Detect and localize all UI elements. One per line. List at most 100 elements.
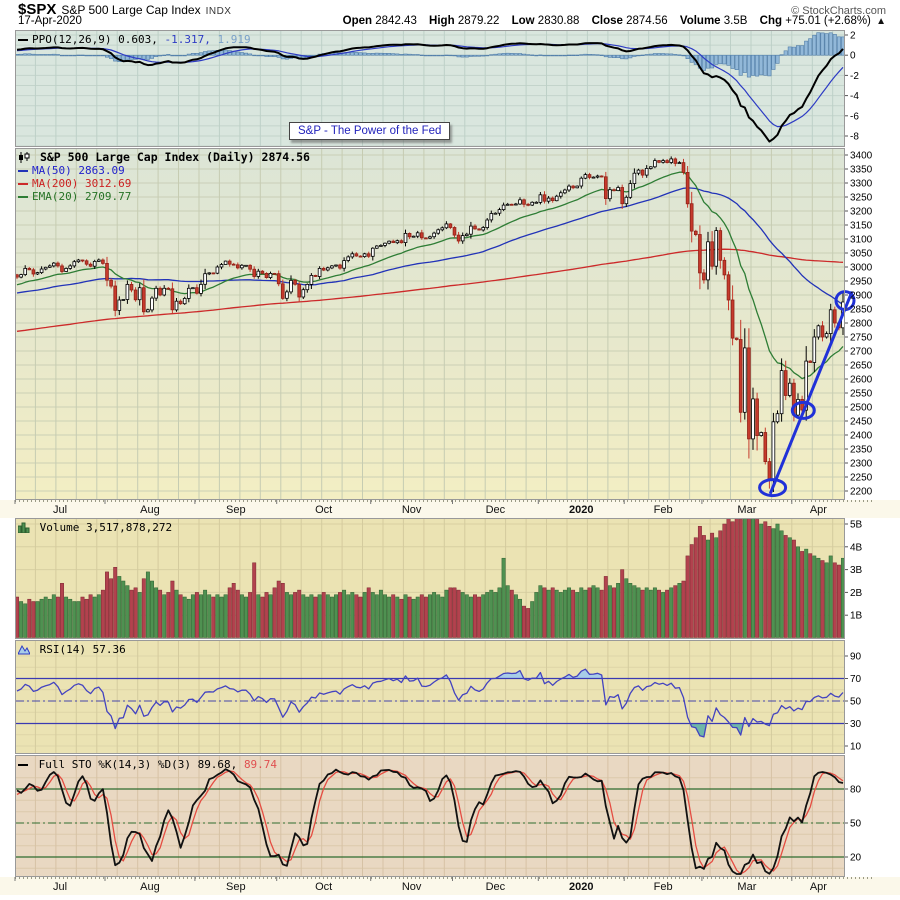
svg-text:3150: 3150 bbox=[850, 221, 873, 232]
open-label: Open bbox=[342, 15, 373, 27]
volume-legend-label: Volume 3,517,878,272 bbox=[39, 521, 173, 534]
svg-text:10: 10 bbox=[850, 742, 862, 753]
svg-text:0: 0 bbox=[850, 51, 856, 62]
svg-text:Feb: Feb bbox=[654, 881, 673, 893]
ema20-swatch-icon bbox=[18, 196, 28, 198]
svg-text:3000: 3000 bbox=[850, 263, 873, 274]
ppo-value: 0.603, bbox=[118, 33, 158, 46]
svg-text:5B: 5B bbox=[850, 520, 863, 531]
stockcharts-copyright-link[interactable]: © StockCharts.com bbox=[791, 5, 886, 17]
svg-text:2950: 2950 bbox=[850, 277, 873, 288]
svg-text:Feb: Feb bbox=[654, 504, 673, 516]
svg-text:2850: 2850 bbox=[850, 305, 873, 316]
ppo-line-swatch-icon bbox=[18, 39, 28, 41]
svg-text:Oct: Oct bbox=[315, 504, 332, 516]
svg-text:Oct: Oct bbox=[315, 881, 332, 893]
svg-text:-4: -4 bbox=[850, 91, 859, 102]
main-title: S&P 500 Large Cap Index (Daily) bbox=[39, 150, 255, 164]
chg-label: Chg bbox=[759, 15, 783, 27]
ticker-symbol: $SPX bbox=[18, 1, 57, 18]
svg-text:2650: 2650 bbox=[850, 361, 873, 372]
svg-text:30: 30 bbox=[850, 719, 862, 730]
svg-text:Apr: Apr bbox=[810, 881, 827, 893]
exchange-label: INDX bbox=[205, 6, 232, 17]
svg-text:2200: 2200 bbox=[850, 487, 873, 498]
svg-text:Sep: Sep bbox=[226, 881, 246, 893]
sto-legend: Full STO %K(14,3) %D(3) 89.68, 89.74 bbox=[18, 758, 277, 771]
svg-text:2900: 2900 bbox=[850, 291, 873, 302]
svg-text:80: 80 bbox=[850, 785, 862, 796]
ppo-legend: PPO(12,26,9) 0.603, -1.317, 1.919 bbox=[18, 33, 251, 46]
svg-text:Nov: Nov bbox=[402, 881, 422, 893]
svg-text:Nov: Nov bbox=[402, 504, 422, 516]
volume-legend: Volume 3,517,878,272 bbox=[18, 521, 172, 534]
ema20-legend: EMA(20) 2709.77 bbox=[32, 190, 132, 203]
svg-text:Jul: Jul bbox=[53, 881, 67, 893]
volume-panel: 5B 4B 3B 2B 1B bbox=[0, 518, 900, 639]
sto-legend-label: Full STO %K(14,3) %D(3) 89.68, bbox=[38, 758, 238, 771]
main-legend: S&P 500 Large Cap Index (Daily) 2874.56 … bbox=[18, 151, 310, 203]
last-price: 2874.56 bbox=[261, 150, 310, 164]
ppo-hist-value: 1.919 bbox=[217, 33, 251, 46]
svg-text:2500: 2500 bbox=[850, 403, 873, 414]
quote-summary: Open 2842.43 High 2879.22 Low 2830.88 Cl… bbox=[334, 15, 886, 27]
low-value: 2830.88 bbox=[537, 15, 580, 27]
chart-header-row2: 17-Apr-2020 Open 2842.43 High 2879.22 Lo… bbox=[18, 15, 886, 27]
price-panel: 3400 3350 3300 3250 3200 3150 3100 3050 3000 2950… bbox=[0, 148, 900, 500]
low-label: Low bbox=[511, 15, 535, 27]
annotation-text-box: S&P - The Power of the Fed bbox=[289, 122, 451, 140]
close-value: 2874.56 bbox=[626, 15, 668, 27]
svg-text:2750: 2750 bbox=[850, 333, 873, 344]
index-name: S&P 500 Large Cap Index bbox=[61, 3, 201, 17]
svg-text:Aug: Aug bbox=[140, 881, 160, 893]
svg-text:Dec: Dec bbox=[486, 881, 506, 893]
up-arrow-icon: ▲ bbox=[876, 16, 886, 27]
svg-text:Sep: Sep bbox=[226, 504, 246, 516]
ma50-legend: MA(50) 2863.09 bbox=[32, 164, 125, 177]
svg-text:2B: 2B bbox=[850, 588, 863, 599]
svg-text:3350: 3350 bbox=[850, 165, 873, 176]
ppo-panel: 2 0 -2 -4 -6 -8 bbox=[0, 30, 900, 147]
svg-text:3200: 3200 bbox=[850, 207, 873, 218]
svg-text:3100: 3100 bbox=[850, 235, 873, 246]
ppo-signal-value: -1.317, bbox=[164, 33, 211, 46]
svg-text:-2: -2 bbox=[850, 71, 859, 82]
svg-text:20: 20 bbox=[850, 853, 862, 864]
svg-text:3300: 3300 bbox=[850, 179, 873, 190]
sto-line-swatch-icon bbox=[18, 764, 28, 766]
chg-value: +75.01 (+2.68%) bbox=[785, 15, 871, 27]
svg-text:2600: 2600 bbox=[850, 375, 873, 386]
chart-date: 17-Apr-2020 bbox=[18, 15, 82, 27]
svg-text:Apr: Apr bbox=[810, 504, 827, 516]
sto-d-value: 89.74 bbox=[243, 758, 278, 771]
svg-text:2550: 2550 bbox=[850, 389, 873, 400]
rsi-panel: 90 70 50 30 10 bbox=[0, 640, 900, 754]
svg-text:Mar: Mar bbox=[737, 504, 756, 516]
svg-text:-6: -6 bbox=[850, 111, 859, 122]
svg-text:50: 50 bbox=[850, 697, 862, 708]
svg-text:2300: 2300 bbox=[850, 459, 873, 470]
volume-value: 3.5B bbox=[723, 15, 748, 27]
close-label: Close bbox=[591, 15, 623, 27]
svg-text:2400: 2400 bbox=[850, 431, 873, 442]
svg-text:Jul: Jul bbox=[53, 504, 67, 516]
svg-text:Mar: Mar bbox=[737, 881, 756, 893]
svg-text:3250: 3250 bbox=[850, 193, 873, 204]
svg-text:2: 2 bbox=[850, 31, 856, 42]
ma200-legend: MA(200) 3012.69 bbox=[32, 177, 132, 190]
svg-text:1B: 1B bbox=[850, 611, 863, 622]
svg-text:3050: 3050 bbox=[850, 249, 873, 260]
high-label: High bbox=[429, 15, 455, 27]
open-value: 2842.43 bbox=[375, 15, 417, 27]
chart-header-row1: $SPX S&P 500 Large Cap Index INDX © StockC… bbox=[18, 1, 886, 19]
svg-text:2800: 2800 bbox=[850, 319, 873, 330]
ppo-legend-label: PPO(12,26,9) bbox=[32, 33, 112, 46]
svg-text:Dec: Dec bbox=[486, 504, 506, 516]
svg-text:2250: 2250 bbox=[850, 473, 873, 484]
rsi-legend-label: RSI(14) 57.36 bbox=[39, 643, 126, 656]
svg-text:4B: 4B bbox=[850, 542, 863, 553]
symbol-title: $SPX S&P 500 Large Cap Index INDX bbox=[18, 1, 231, 19]
rsi-legend: RSI(14) 57.36 bbox=[18, 643, 126, 656]
svg-text:3B: 3B bbox=[850, 565, 863, 576]
